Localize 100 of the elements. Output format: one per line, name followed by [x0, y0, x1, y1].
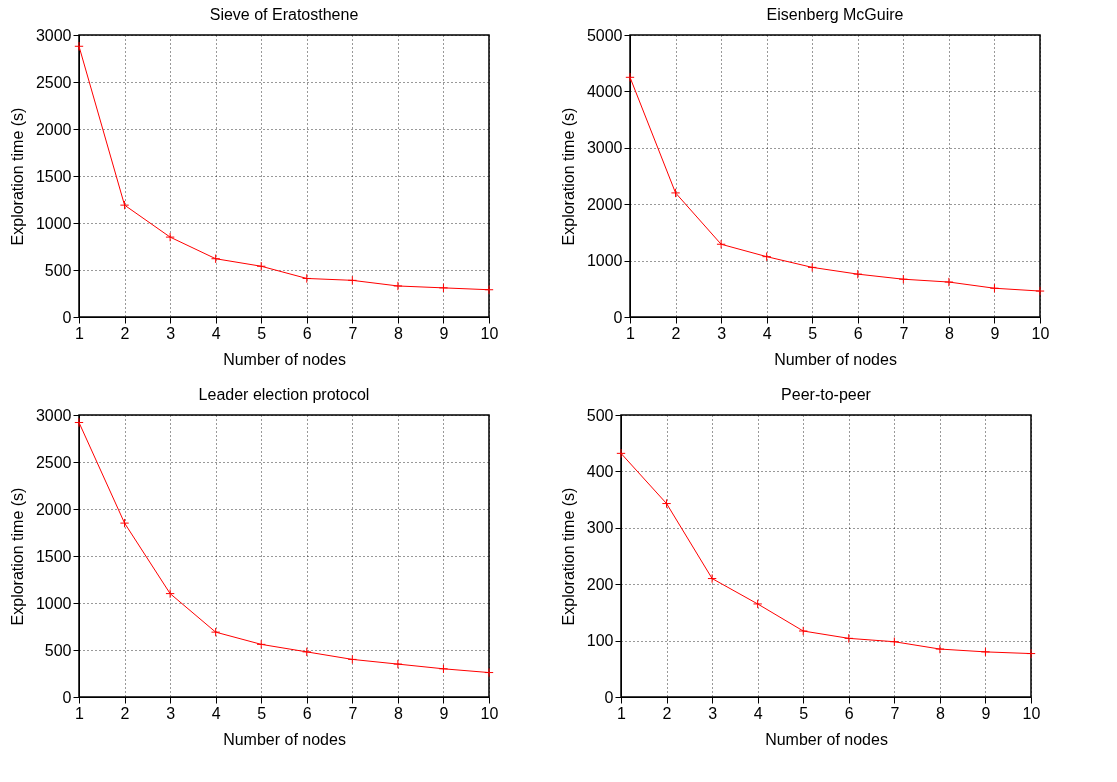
x-tick-label: 5 — [808, 324, 818, 342]
chart-title: Sieve of Eratosthene — [209, 6, 359, 23]
x-tick-label: 3 — [717, 324, 727, 342]
x-tick-label: 5 — [799, 704, 809, 722]
point — [670, 188, 681, 198]
point — [438, 283, 449, 293]
y-tick-label: 300 — [586, 519, 614, 537]
point — [438, 664, 449, 674]
x-tick-label: 7 — [899, 324, 909, 342]
y-tick-label: 2000 — [35, 500, 72, 518]
point — [625, 72, 635, 82]
point — [347, 654, 358, 665]
point — [889, 637, 900, 647]
y-tick-label: 1000 — [35, 594, 72, 612]
point — [1026, 648, 1036, 659]
point — [484, 667, 494, 678]
point — [980, 647, 991, 657]
y-tick-label: 1000 — [586, 252, 623, 270]
point — [302, 647, 312, 657]
y-tick-label: 1000 — [35, 214, 72, 232]
y-tick-label: 3000 — [35, 406, 72, 424]
x-tick-label: 1 — [75, 324, 85, 342]
x-tick-label: 7 — [890, 704, 900, 722]
x-tick-label: 5 — [257, 324, 267, 342]
x-tick-label: 2 — [120, 324, 130, 342]
y-tick-label: 400 — [586, 462, 614, 480]
y-axis-title: Exploration time (s) — [8, 487, 26, 626]
x-axis-title: Number of nodes — [765, 730, 888, 748]
y-tick-label: 2000 — [35, 120, 72, 138]
x-tick-label: 8 — [393, 704, 403, 722]
point — [661, 498, 672, 509]
point — [302, 273, 312, 284]
x-tick-label: 5 — [257, 704, 267, 722]
y-tick-label: 5000 — [586, 26, 623, 44]
point — [1035, 286, 1045, 296]
point — [853, 269, 863, 279]
x-tick-label: 3 — [166, 704, 176, 722]
y-tick-label: 1500 — [35, 547, 72, 565]
point — [707, 573, 717, 584]
x-tick-label: 10 — [480, 324, 499, 342]
x-tick-label: 4 — [762, 324, 772, 342]
x-tick-label: 6 — [853, 324, 863, 342]
x-axis-title: Number of nodes — [223, 730, 346, 748]
y-tick-label: 0 — [62, 308, 72, 326]
y-tick-label: 0 — [613, 308, 623, 326]
point — [165, 588, 175, 599]
point — [165, 232, 175, 242]
point — [347, 275, 358, 286]
point — [210, 627, 221, 637]
y-axis-title: Exploration time (s) — [8, 107, 26, 246]
x-tick-label: 10 — [1031, 324, 1050, 342]
x-tick-label: 9 — [439, 704, 449, 722]
y-axis-title: Exploration time (s) — [559, 107, 577, 246]
point — [74, 41, 84, 51]
y-tick-label: 2500 — [35, 73, 72, 91]
point — [210, 254, 221, 264]
x-tick-label: 6 — [844, 704, 854, 722]
y-tick-label: 500 — [44, 261, 72, 279]
point — [989, 283, 1000, 293]
x-tick-label: 1 — [75, 704, 85, 722]
x-tick-label: 4 — [211, 324, 221, 342]
x-tick-label: 9 — [981, 704, 991, 722]
chart-title: Leader election protocol — [198, 386, 370, 403]
x-tick-label: 7 — [348, 324, 358, 342]
y-tick-label: 1500 — [35, 167, 72, 185]
point — [119, 518, 130, 528]
x-tick-label: 1 — [626, 324, 636, 342]
point — [807, 262, 817, 273]
chart-title: Eisenberg McGuire — [766, 6, 904, 23]
x-tick-label: 2 — [662, 704, 672, 722]
x-tick-label: 4 — [211, 704, 221, 722]
point — [798, 626, 808, 636]
point — [844, 633, 854, 644]
point — [752, 599, 763, 609]
point — [944, 277, 954, 287]
y-tick-label: 4000 — [586, 82, 623, 100]
point — [256, 639, 266, 650]
x-tick-label: 4 — [753, 704, 763, 722]
y-tick-label: 0 — [62, 688, 72, 706]
x-tick-label: 1 — [617, 704, 627, 722]
y-tick-label: 2500 — [35, 453, 72, 471]
x-tick-label: 10 — [480, 704, 499, 722]
x-tick-label: 2 — [671, 324, 681, 342]
x-tick-label: 10 — [1022, 704, 1041, 722]
point — [393, 659, 403, 669]
point — [393, 281, 403, 291]
x-tick-label: 6 — [302, 704, 312, 722]
y-axis-title: Exploration time (s) — [559, 487, 577, 626]
y-tick-label: 100 — [586, 632, 614, 650]
point — [935, 644, 945, 654]
x-axis-title: Number of nodes — [774, 350, 897, 368]
x-tick-label: 6 — [302, 324, 312, 342]
x-tick-label: 3 — [708, 704, 718, 722]
point — [616, 448, 626, 459]
x-tick-label: 7 — [348, 704, 358, 722]
y-tick-label: 3000 — [586, 139, 623, 157]
x-tick-label: 8 — [935, 704, 945, 722]
y-tick-label: 500 — [586, 406, 614, 424]
point — [484, 285, 494, 295]
y-tick-label: 0 — [604, 688, 614, 706]
